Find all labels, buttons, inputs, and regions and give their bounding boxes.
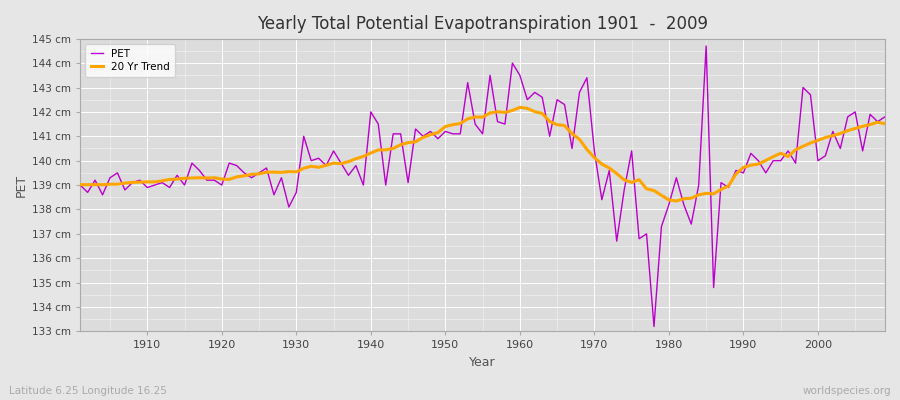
20 Yr Trend	[343, 159, 354, 164]
Text: Latitude 6.25 Longitude 16.25: Latitude 6.25 Longitude 16.25	[9, 386, 166, 396]
20 Yr Trend	[522, 106, 533, 111]
PET	[134, 178, 145, 182]
PET	[701, 44, 712, 48]
20 Yr Trend	[299, 166, 310, 171]
20 Yr Trend	[611, 171, 622, 176]
PET	[343, 173, 354, 178]
PET	[604, 168, 615, 173]
PET	[649, 324, 660, 329]
Line: PET: PET	[80, 46, 885, 326]
Y-axis label: PET: PET	[15, 174, 28, 197]
20 Yr Trend	[515, 105, 526, 110]
20 Yr Trend	[879, 121, 890, 126]
PET	[75, 183, 86, 188]
20 Yr Trend	[670, 199, 681, 204]
Title: Yearly Total Potential Evapotranspiration 1901  -  2009: Yearly Total Potential Evapotranspiratio…	[257, 15, 708, 33]
PET	[515, 73, 526, 78]
20 Yr Trend	[75, 182, 86, 187]
Text: worldspecies.org: worldspecies.org	[803, 386, 891, 396]
X-axis label: Year: Year	[469, 356, 496, 369]
Legend: PET, 20 Yr Trend: PET, 20 Yr Trend	[86, 44, 176, 78]
PET	[879, 114, 890, 119]
Line: 20 Yr Trend: 20 Yr Trend	[80, 107, 885, 201]
PET	[299, 134, 310, 139]
20 Yr Trend	[134, 180, 145, 184]
20 Yr Trend	[507, 108, 517, 113]
PET	[507, 61, 517, 66]
